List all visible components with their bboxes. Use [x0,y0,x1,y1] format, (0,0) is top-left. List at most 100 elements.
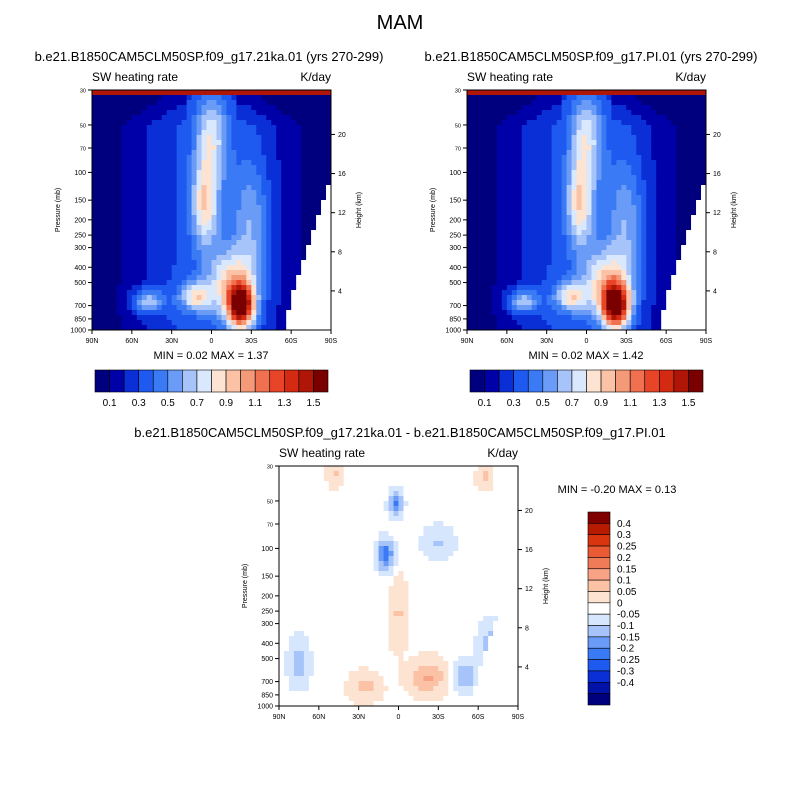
heatmap-cell [206,115,212,121]
heatmap-cell [491,185,498,191]
heatmap-cell [656,255,662,261]
heatmap-cell [601,270,607,276]
heatmap-cell [686,190,692,196]
heatmap-cell [201,110,207,116]
heatmap-cell [601,110,607,116]
heatmap-cell [631,135,637,141]
heatmap-cell [516,325,523,331]
heatmap-cell [626,325,632,331]
heatmap-cell [641,110,647,116]
heatmap-cell [216,300,222,306]
heatmap-cell [321,230,327,236]
heatmap-cell [261,195,267,201]
heatmap-cell [288,486,295,492]
heatmap-cell [241,300,247,306]
heatmap-cell [691,100,697,106]
heatmap-cell [616,245,622,251]
heatmap-cell [92,240,98,246]
heatmap-cell [111,205,118,211]
heatmap-cell [293,671,300,677]
heatmap-cell [536,290,543,296]
heatmap-cell [681,130,687,136]
y-tick-label: 100 [74,170,86,177]
heatmap-cell [226,105,232,111]
heatmap-cell [501,305,508,311]
heatmap-cell [221,115,227,121]
heatmap-cell [216,245,222,251]
heatmap-cells [279,466,519,707]
heatmap-cell [256,270,262,276]
heatmap-cell [221,255,227,261]
heatmap-cell [283,671,290,677]
heatmap-cell [581,150,587,156]
heatmap-cell [626,180,632,186]
heatmap-cell [121,255,128,261]
heatmap-cell [606,220,612,226]
heatmap-cell [501,315,508,321]
heatmap-cell [211,240,217,246]
heatmap-cell [656,300,662,306]
heatmap-cell [651,315,657,321]
heatmap-cell [186,270,192,276]
heatmap-cell [601,275,607,281]
heatmap-cell [526,170,533,176]
heatmap-cell [116,260,123,266]
heatmap-cell [636,280,642,286]
heatmap-cell [283,471,290,477]
heatmap-cell [126,180,133,186]
heatmap-cell [551,205,558,211]
heatmap-cell [606,310,612,316]
heatmap-cell [146,240,153,246]
heatmap-cell [291,220,297,226]
heatmap-cell [166,135,173,141]
heatmap-cell [236,295,242,301]
heatmap-cell [556,145,563,151]
heatmap-cell [526,190,533,196]
heatmap-cell [636,325,642,331]
heatmap-cell [616,195,622,201]
heatmap-cell [576,140,582,146]
heatmap-cell [521,225,528,231]
heatmap-cell [271,95,277,101]
heatmap-cell [283,551,290,557]
heatmap-cell [186,180,192,186]
heatmap-cell [92,165,98,171]
heatmap-cell [161,110,168,116]
heatmap-cell [511,160,518,166]
heatmap-cell [156,210,163,216]
heatmap-cell [536,260,543,266]
heatmap-cell [293,566,300,572]
heatmap-cell [126,225,133,231]
heatmap-cell [281,125,287,131]
heatmap-cell [146,185,153,191]
heatmap-cell [236,225,242,231]
heatmap-cell [156,105,163,111]
heatmap-cell [271,320,277,326]
heatmap-cell [681,200,687,206]
heatmap-cell [126,150,133,156]
heatmap-cell [496,320,503,326]
heatmap-cell [651,325,657,331]
heatmap-cell [121,115,128,121]
heatmap-cell [691,125,697,131]
heatmap-cell [586,290,592,296]
heatmap-cell [606,165,612,171]
heatmap-cell [467,150,473,156]
heatmap-cell [246,305,252,311]
heatmap-cell [191,150,197,156]
heatmap-cell [656,105,662,111]
heatmap-cell [161,135,168,141]
heatmap-cell [286,220,292,226]
heatmap-cell [646,90,652,96]
heatmap-cell [241,125,247,131]
heatmap-cell [266,310,272,316]
heatmap-cell [306,265,312,271]
heatmap-cell [696,205,702,211]
heatmap-cell [256,300,262,306]
heatmap-cell [326,220,332,226]
heatmap-cell [691,280,697,286]
heatmap-cell [316,270,322,276]
heatmap-cell [626,135,632,141]
heatmap-cell [206,280,212,286]
heatmap-cell [556,185,563,191]
